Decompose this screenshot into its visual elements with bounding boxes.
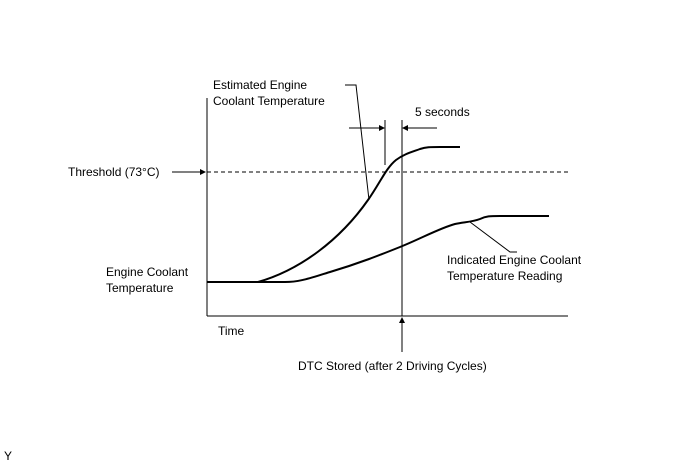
estimated-label-line-1: Estimated Engine [213,78,307,92]
estimated-temperature-curve [207,146,460,283]
indicated-label-line-2: Temperature Reading [447,269,562,283]
threshold-label: Threshold (73°C) [68,165,160,179]
indicated-temperature-curve [207,215,549,283]
x-axis-label: Time [218,324,245,338]
y-axis-label: Engine Coolant Temperature [106,265,191,295]
indicated-label-line-1: Indicated Engine Coolant [447,253,582,267]
corner-mark: Y [4,449,12,463]
y-axis-label-line-2: Temperature [106,281,174,295]
estimated-leader-line [345,84,370,201]
indicated-label: Indicated Engine Coolant Temperature Rea… [447,253,584,283]
y-axis-label-line-1: Engine Coolant [106,265,189,279]
dtc-label: DTC Stored (after 2 Driving Cycles) [298,359,487,373]
interval-label: 5 seconds [415,105,470,119]
estimated-label: Estimated Engine Coolant Temperature [213,78,325,108]
indicated-leader-line [469,221,517,253]
estimated-label-line-2: Coolant Temperature [213,94,325,108]
